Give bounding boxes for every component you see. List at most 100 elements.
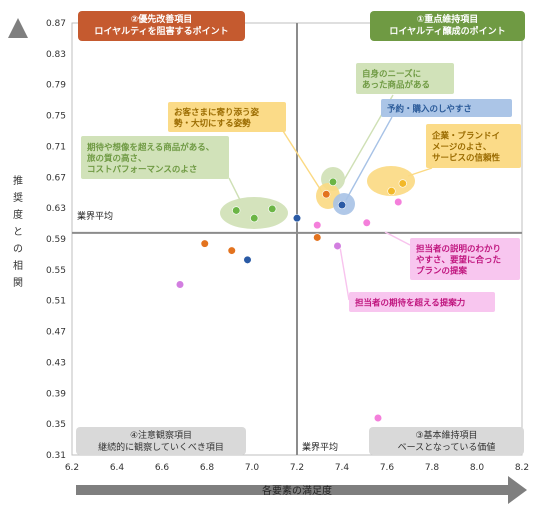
quadrant-label-subtitle: ベースとなっている価値 <box>398 441 496 453</box>
data-point <box>362 218 371 227</box>
quadrant-label-title: ④注意観察項目 <box>130 429 192 441</box>
category-label-line: あった商品がある <box>362 80 430 91</box>
quadrant-label-box <box>78 11 245 41</box>
y-average-label: 業界平均 <box>77 210 113 222</box>
y-tick-label: 0.43 <box>46 358 66 368</box>
x-tick-label: 7.2 <box>290 463 304 473</box>
quadrant-label-box <box>370 11 525 41</box>
category-callout-box <box>168 102 286 132</box>
category-label: 担当者の期待を超える提案力 <box>355 298 465 309</box>
y-tick-label: 0.31 <box>46 451 66 461</box>
y-axis-title-char: 推 <box>13 174 23 187</box>
y-tick-label: 0.55 <box>46 266 66 276</box>
category-label-line: お客さまに寄り添う姿 <box>174 107 260 118</box>
y-tick-label: 0.75 <box>46 112 66 122</box>
data-point <box>328 177 338 187</box>
y-tick-label: 0.39 <box>46 389 66 399</box>
y-axis-title-char: 関 <box>13 277 23 289</box>
data-point <box>227 246 236 255</box>
callout-connector <box>345 116 393 201</box>
callout-connector <box>228 177 241 201</box>
x-axis-title: 各要素の満足度 <box>262 484 332 497</box>
data-point <box>387 187 396 196</box>
data-point <box>175 280 185 289</box>
x-tick-label: 6.8 <box>200 463 215 473</box>
callout-connector <box>282 130 323 193</box>
category-label-line: 企業・ブランドイ <box>431 131 500 142</box>
quadrant-label-subtitle: 継続的に観察していくべき項目 <box>98 441 224 453</box>
x-tick-label: 7.0 <box>245 463 260 473</box>
data-point <box>313 221 322 230</box>
y-tick-label: 0.47 <box>46 328 66 338</box>
y-tick-label: 0.83 <box>46 50 66 60</box>
data-point <box>268 204 277 214</box>
category-callout-box <box>356 63 454 94</box>
y-tick-label: 0.63 <box>46 204 66 214</box>
y-tick-label: 0.79 <box>46 81 66 91</box>
category-callout-box <box>349 292 495 312</box>
data-point <box>232 206 241 215</box>
category-label: 期待や想像を超える商品がある、旅の質の高さ、コストパフォーマンスのよさ <box>86 142 214 175</box>
category-label-line: 担当者の期待を超える提案力 <box>355 298 465 309</box>
quadrant-label-box <box>369 427 524 455</box>
category-label-line: メージのよさ、 <box>432 143 491 153</box>
x-average-label: 業界平均 <box>302 441 338 453</box>
category-callout-box <box>410 238 520 280</box>
data-point <box>292 214 302 223</box>
category-label-line: 担当者の説明のわかり <box>416 244 501 255</box>
quadrant-label-title: ②優先改善項目 <box>131 13 193 25</box>
quadrant-label-title: ③基本維持項目 <box>415 429 477 441</box>
data-point <box>322 190 331 199</box>
y-tick-label: 0.71 <box>46 142 66 152</box>
category-label-line: サービスの信頼性 <box>432 153 501 164</box>
y-axis-title-char: 奨 <box>13 191 23 204</box>
category-label-line: 勢・大切にする姿勢 <box>174 118 251 129</box>
x-tick-label: 8.2 <box>515 463 529 473</box>
data-point <box>200 239 209 248</box>
category-label-line: やすさ、要望に合った <box>416 255 501 266</box>
x-tick-label: 7.8 <box>425 463 440 473</box>
category-label: 予約・購入のしやすさ <box>387 104 472 115</box>
y-axis-title-char: 相 <box>13 259 23 272</box>
data-point <box>394 197 403 207</box>
data-point <box>337 200 347 210</box>
x-tick-label: 6.2 <box>65 463 79 473</box>
y-tick-label: 0.67 <box>46 173 66 183</box>
x-tick-label: 6.4 <box>110 463 125 473</box>
data-point <box>373 413 383 423</box>
quadrant-label-subtitle: ロイヤルティ醸成のポイント <box>389 25 505 37</box>
x-axis-arrow <box>76 476 527 504</box>
x-tick-label: 7.6 <box>380 463 395 473</box>
category-callout-box <box>426 124 521 168</box>
y-tick-label: 0.51 <box>46 297 66 307</box>
cluster-highlight-yellow-right <box>367 166 415 196</box>
quadrant-label-subtitle: ロイヤルティを阻害するポイント <box>94 25 228 37</box>
y-tick-label: 0.59 <box>46 235 66 245</box>
category-label-line: 期待や想像を超える商品がある、 <box>87 142 214 153</box>
callout-connector <box>384 231 411 246</box>
category-label-line: 自身のニーズに <box>362 69 421 80</box>
category-label-line: コストパフォーマンスのよさ <box>87 164 197 175</box>
category-label-line: 旅の質の高さ、 <box>86 153 147 164</box>
callout-connector <box>339 246 350 301</box>
callout-connector <box>407 167 433 177</box>
data-point <box>333 241 342 251</box>
category-callout-box <box>81 136 229 179</box>
quadrant-label-box <box>76 427 246 455</box>
y-axis-title-char: 度 <box>13 208 23 221</box>
y-axis-arrow <box>8 18 28 460</box>
y-tick-label: 0.87 <box>46 19 66 29</box>
data-point <box>313 233 322 242</box>
category-label-line: プランの提案 <box>416 266 468 277</box>
data-point <box>243 255 252 264</box>
data-point <box>398 179 407 188</box>
x-tick-label: 7.4 <box>335 463 350 473</box>
y-tick-label: 0.35 <box>46 420 66 430</box>
y-axis-title-char: の <box>13 244 23 255</box>
